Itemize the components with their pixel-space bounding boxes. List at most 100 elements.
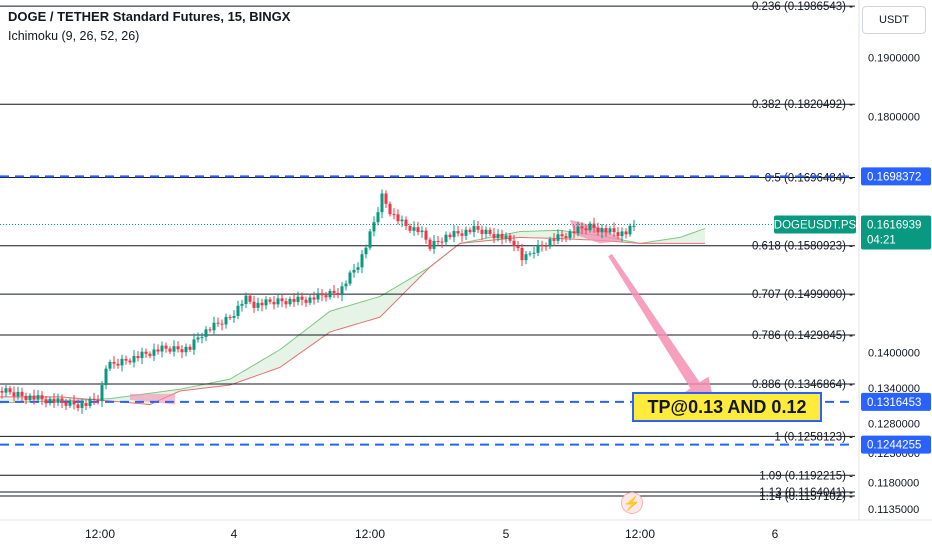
y-tick-label: 0.1280000 (868, 418, 920, 430)
price-tag-label: 0.1244255 (867, 440, 921, 452)
candle (128, 360, 132, 363)
candle (76, 404, 80, 408)
candle (452, 231, 456, 238)
price-tag-label: 0.1316453 (867, 397, 921, 409)
currency-button[interactable]: USDT (862, 6, 926, 34)
candle (576, 226, 580, 234)
candle (456, 231, 460, 234)
fib-level-label: 0.618 (0.1580923) - (752, 241, 853, 253)
candle (408, 226, 412, 231)
candle (424, 230, 428, 240)
fib-level-label: 1.14 (0.1157102) - (759, 491, 853, 503)
candle (352, 269, 356, 273)
candle (364, 247, 368, 255)
candle (540, 244, 544, 246)
candle (324, 295, 328, 298)
candle (268, 299, 272, 302)
candle (16, 391, 20, 397)
candle (600, 228, 604, 233)
candle (532, 252, 536, 254)
candle (144, 351, 148, 354)
candle (336, 292, 340, 296)
candle (548, 239, 552, 247)
candle (156, 349, 160, 352)
candle (272, 301, 276, 305)
candle (116, 363, 120, 366)
indicator-legend[interactable]: Ichimoku (9, 26, 52, 26) (8, 29, 140, 43)
candle (440, 241, 444, 243)
candle (108, 361, 112, 369)
candle (524, 254, 528, 261)
candle (432, 241, 436, 249)
fib-level-label: 1.09 (0.1192215) - (759, 470, 853, 482)
candle (148, 353, 152, 356)
candle (276, 298, 280, 305)
candle (404, 219, 408, 227)
candle (368, 231, 372, 248)
candle (96, 399, 100, 402)
candle (188, 346, 192, 350)
price-axis (859, 0, 932, 550)
candle (84, 403, 88, 406)
candle (328, 290, 332, 298)
candle (232, 316, 236, 318)
candle (624, 231, 628, 235)
chart-title[interactable]: DOGE / TETHER Standard Futures, 15, BING… (8, 9, 291, 24)
candle (436, 241, 440, 243)
candle (428, 239, 432, 249)
candle (508, 235, 512, 241)
candle (444, 234, 448, 243)
candle (36, 395, 40, 400)
candle (556, 234, 560, 241)
candle (140, 351, 144, 359)
candle (596, 227, 600, 233)
y-tick-label: 0.1900000 (868, 52, 920, 64)
lightning-icon[interactable]: ⚡ (621, 492, 643, 514)
price-tag (861, 167, 931, 186)
candle (504, 235, 508, 239)
candle (164, 345, 168, 349)
fib-level-label: 0.5 (0.1696484) - (765, 172, 853, 184)
x-tick-label: 5 (503, 527, 510, 541)
y-tick-label: 0.1135000 (868, 504, 919, 516)
candle (0, 390, 4, 393)
candle (632, 225, 636, 227)
candle (612, 228, 616, 233)
candle (464, 229, 468, 236)
candle (12, 392, 16, 397)
candle (44, 399, 48, 404)
candle (40, 395, 44, 400)
annotation-box[interactable]: TP@0.13 AND 0.12 (632, 392, 822, 422)
candle (344, 283, 348, 287)
candle (488, 229, 492, 234)
candle (512, 240, 516, 247)
candle (468, 229, 472, 233)
candle (200, 336, 204, 338)
fib-level-label: 0.382 (0.1820492) - (752, 99, 853, 111)
candle (244, 295, 248, 304)
candle (64, 402, 68, 406)
candle (248, 295, 252, 302)
candle (496, 233, 500, 239)
candle (416, 227, 420, 233)
candle (480, 229, 484, 234)
candle (392, 214, 396, 216)
y-tick-label: 0.1340000 (868, 383, 920, 395)
x-tick-label: 12:00 (355, 527, 385, 541)
fib-level-label: 0.236 (0.1986543) - (752, 1, 853, 13)
ichimoku-cloud (0, 228, 705, 405)
candle (544, 245, 548, 247)
candle (60, 398, 64, 403)
candle (212, 322, 216, 331)
candle (492, 233, 496, 239)
candle (296, 296, 300, 303)
candle (384, 193, 388, 204)
candle (260, 302, 264, 306)
candle (136, 356, 140, 359)
candle (520, 248, 524, 261)
y-tick-label: 0.1400000 (868, 348, 920, 360)
x-tick-label: 12:00 (625, 527, 655, 541)
candle (32, 395, 36, 400)
